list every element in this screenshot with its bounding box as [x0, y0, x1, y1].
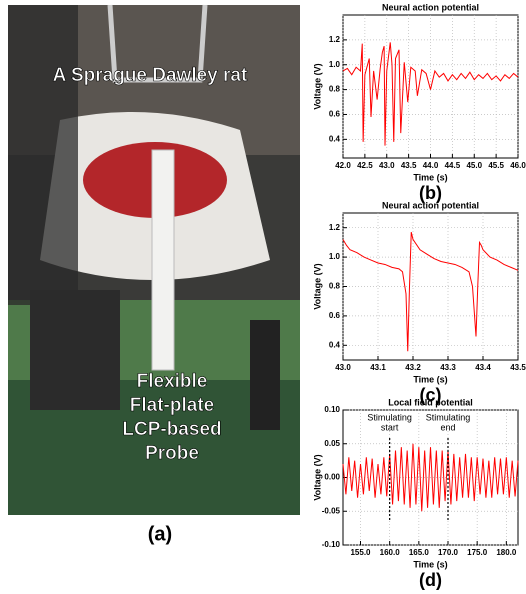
- x-tick-label: 44.0: [423, 161, 439, 170]
- chart-title: Neural action potential: [382, 200, 479, 210]
- x-tick-label: 43.5: [401, 161, 417, 170]
- x-tick-label: 160.0: [380, 548, 401, 557]
- y-tick-label: 0.6: [329, 110, 341, 119]
- chart-caption: (c): [420, 385, 442, 405]
- photo-bottom-label: LCP-based: [122, 419, 221, 440]
- chart-caption: (b): [419, 183, 442, 203]
- y-tick-label: 1.2: [329, 223, 341, 232]
- data-line: [342, 231, 519, 352]
- x-tick-label: 43.3: [440, 363, 456, 372]
- x-tick-label: 42.0: [335, 161, 351, 170]
- x-axis-label: Time (s): [413, 172, 447, 182]
- photo: A Sprague Dawley rat Flexible Flat-plate…: [8, 4, 300, 545]
- y-tick-label: -0.05: [322, 506, 341, 515]
- annotation-text: Stimulating: [367, 412, 412, 422]
- y-tick-label: 0.00: [324, 473, 340, 482]
- photo-top-label: A Sprague Dawley rat: [53, 65, 248, 86]
- socket: [250, 320, 280, 430]
- y-tick-label: 0.10: [324, 405, 340, 414]
- chart-title: Neural action potential: [382, 2, 479, 12]
- y-axis-label: Voltage (V): [312, 454, 322, 500]
- y-tick-label: 0.6: [329, 311, 341, 320]
- data-line: [342, 443, 519, 512]
- chart-caption: (d): [419, 570, 442, 590]
- probe: [151, 149, 175, 371]
- x-tick-label: 43.1: [370, 363, 386, 372]
- x-tick-label: 170.0: [438, 548, 459, 557]
- x-axis-label: Time (s): [413, 374, 447, 384]
- x-tick-label: 43.4: [475, 363, 491, 372]
- x-tick-label: 45.0: [466, 161, 482, 170]
- x-tick-label: 180.0: [496, 548, 517, 557]
- chart-title: Local field potential: [388, 397, 473, 407]
- y-tick-label: 0.4: [329, 134, 341, 143]
- x-tick-label: 43.0: [379, 161, 395, 170]
- y-tick-label: -0.10: [322, 540, 341, 549]
- x-axis-label: Time (s): [413, 559, 447, 569]
- y-tick-label: 0.8: [329, 282, 341, 291]
- data-line: [342, 42, 519, 146]
- y-tick-label: 1.0: [329, 252, 341, 261]
- x-tick-label: 42.5: [357, 161, 373, 170]
- annotation-text: end: [440, 422, 455, 432]
- y-tick-label: 0.4: [329, 340, 341, 349]
- y-axis-label: Voltage (V): [312, 263, 322, 309]
- x-tick-label: 165.0: [409, 548, 430, 557]
- photo-caption: (a): [148, 523, 172, 545]
- photo-bottom-label: Flexible: [137, 371, 208, 392]
- x-tick-label: 43.5: [510, 363, 526, 372]
- x-tick-label: 175.0: [467, 548, 488, 557]
- y-tick-label: 0.05: [324, 439, 340, 448]
- y-tick-label: 1.2: [329, 35, 341, 44]
- connector: [30, 290, 120, 410]
- plot-area: [342, 14, 519, 159]
- x-tick-label: 43.0: [335, 363, 351, 372]
- photo-bottom-label: Flat-plate: [130, 395, 214, 416]
- x-tick-label: 155.0: [350, 548, 371, 557]
- x-tick-label: 43.2: [405, 363, 421, 372]
- head-holder: [107, 4, 208, 83]
- x-tick-label: 46.0: [510, 161, 526, 170]
- y-axis-label: Voltage (V): [312, 63, 322, 109]
- annotation-text: Stimulating: [426, 412, 471, 422]
- photo-bottom-label: Probe: [145, 443, 199, 464]
- x-tick-label: 45.5: [488, 161, 504, 170]
- annotation-text: start: [381, 422, 399, 432]
- y-tick-label: 1.0: [329, 60, 341, 69]
- clamp: [8, 5, 78, 305]
- y-tick-label: 0.8: [329, 85, 341, 94]
- x-tick-label: 44.5: [445, 161, 461, 170]
